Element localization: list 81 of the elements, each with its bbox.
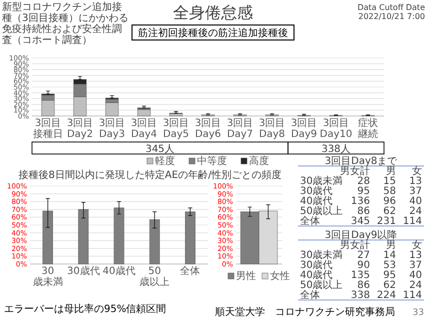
- x-tick-label: 男女計: [340, 165, 370, 177]
- x-tick-label: 3回目Day3: [98, 118, 126, 140]
- data-label: 345: [350, 216, 370, 227]
- text: 新型コロナワクチン追加接種（3回目接種）にかかわる免疫持続性および安全性調査（コホート調査）: [2, 1, 128, 46]
- x-tick-label: 3回目接種日: [33, 118, 63, 140]
- x-tick-label: 3回目Day9: [290, 118, 318, 140]
- x-tick-label: 3回目Day2: [66, 118, 94, 140]
- data-label: 96: [383, 196, 396, 207]
- x-tick-label: 3回目Day5: [162, 118, 190, 140]
- data-label: 86: [357, 206, 370, 217]
- y-tick-label: 全体: [300, 215, 320, 227]
- x-tick-label: 30歳代: [67, 265, 100, 277]
- text: 順天堂大学 コロナワクチン研究事務局: [215, 306, 395, 318]
- bar: [42, 210, 53, 264]
- legend-label: 軽度: [155, 155, 175, 167]
- legend-label: 中等度: [197, 155, 227, 167]
- y-tick-label: 50歳以上: [300, 205, 343, 217]
- y-tick-label: 30歳未満: [300, 249, 343, 261]
- data-label: 86: [357, 280, 370, 291]
- data-label: 15: [383, 176, 396, 187]
- x-tick-label: 40歳代: [102, 265, 136, 277]
- data-label: 95: [383, 270, 396, 281]
- text: 33: [412, 308, 424, 318]
- x-tick-label: 30歳未満: [32, 266, 63, 288]
- x-tick-label: 男女計: [340, 239, 370, 251]
- text: 338人: [321, 144, 351, 155]
- data-label: 224: [376, 290, 396, 301]
- data-label: 136: [350, 196, 370, 207]
- x-tick-label: 3回目Day7: [226, 118, 254, 140]
- legend-label: 女性: [270, 270, 290, 282]
- y-tick-label: 40歳代: [300, 195, 333, 207]
- chart-title: 3回目Day8まで: [324, 156, 398, 167]
- data-label: 338: [350, 290, 370, 301]
- text: Data Cutoff Date 2022/10/21 7:00: [357, 3, 426, 21]
- y-tick-label: 30歳未満: [300, 175, 343, 187]
- data-label: 62: [383, 206, 396, 217]
- x-tick-label: 男: [386, 166, 396, 177]
- chart-title: 接種後8日間以内に発現した特定AEの年齢/性別ごとの頻度: [18, 169, 282, 181]
- y-tick-label: 30歳代: [300, 185, 333, 197]
- data-label: 114: [402, 290, 422, 301]
- data-label: 90: [357, 260, 370, 271]
- data-label: 14: [383, 250, 396, 261]
- x-tick-label: 症状継続: [357, 117, 378, 140]
- chart-title: 3回目Day9以降: [324, 229, 398, 241]
- data-label: 62: [383, 280, 396, 291]
- x-tick-label: 男: [386, 240, 396, 251]
- data-label: 114: [402, 216, 422, 227]
- data-label: 58: [383, 186, 396, 197]
- data-label: 37: [409, 186, 422, 197]
- data-label: 40: [409, 270, 422, 281]
- data-label: 28: [357, 176, 370, 187]
- text: 345人: [145, 144, 175, 155]
- bar: [78, 209, 89, 264]
- data-label: 135: [350, 270, 370, 281]
- data-label: 40: [409, 196, 422, 207]
- data-label: 13: [409, 176, 422, 187]
- x-tick-label: 女: [412, 239, 422, 251]
- x-tick-label: 全体: [180, 265, 200, 277]
- data-label: 24: [409, 280, 422, 291]
- y-tick-label: 全体: [300, 289, 320, 301]
- legend-label: 高度: [249, 155, 269, 167]
- x-tick-label: 3回目Day10: [320, 118, 352, 140]
- data-label: 27: [357, 250, 370, 261]
- x-tick-label: 3回目Day4: [130, 118, 158, 140]
- x-tick-label: 3回目Day8: [258, 118, 286, 140]
- chart-subtitle: 筋注初回接種後の筋注追加接種後: [138, 27, 288, 39]
- x-tick-label: 50歳以上: [140, 266, 170, 288]
- bar: [185, 212, 196, 264]
- chart-title: 全身倦怠感: [173, 3, 253, 22]
- legend-label: 男性: [236, 270, 256, 282]
- data-label: 37: [409, 260, 422, 271]
- x-tick-label: 3回目Day6: [194, 118, 222, 140]
- data-label: 24: [409, 206, 422, 217]
- bar: [114, 208, 124, 264]
- data-label: 13: [409, 250, 422, 261]
- bar: [149, 219, 160, 264]
- text: エラーバーは母比率の95%信頼区間: [4, 303, 166, 315]
- data-label: 95: [357, 186, 370, 197]
- data-label: 53: [383, 260, 396, 271]
- x-tick-label: 女: [412, 165, 422, 177]
- data-label: 231: [376, 216, 396, 227]
